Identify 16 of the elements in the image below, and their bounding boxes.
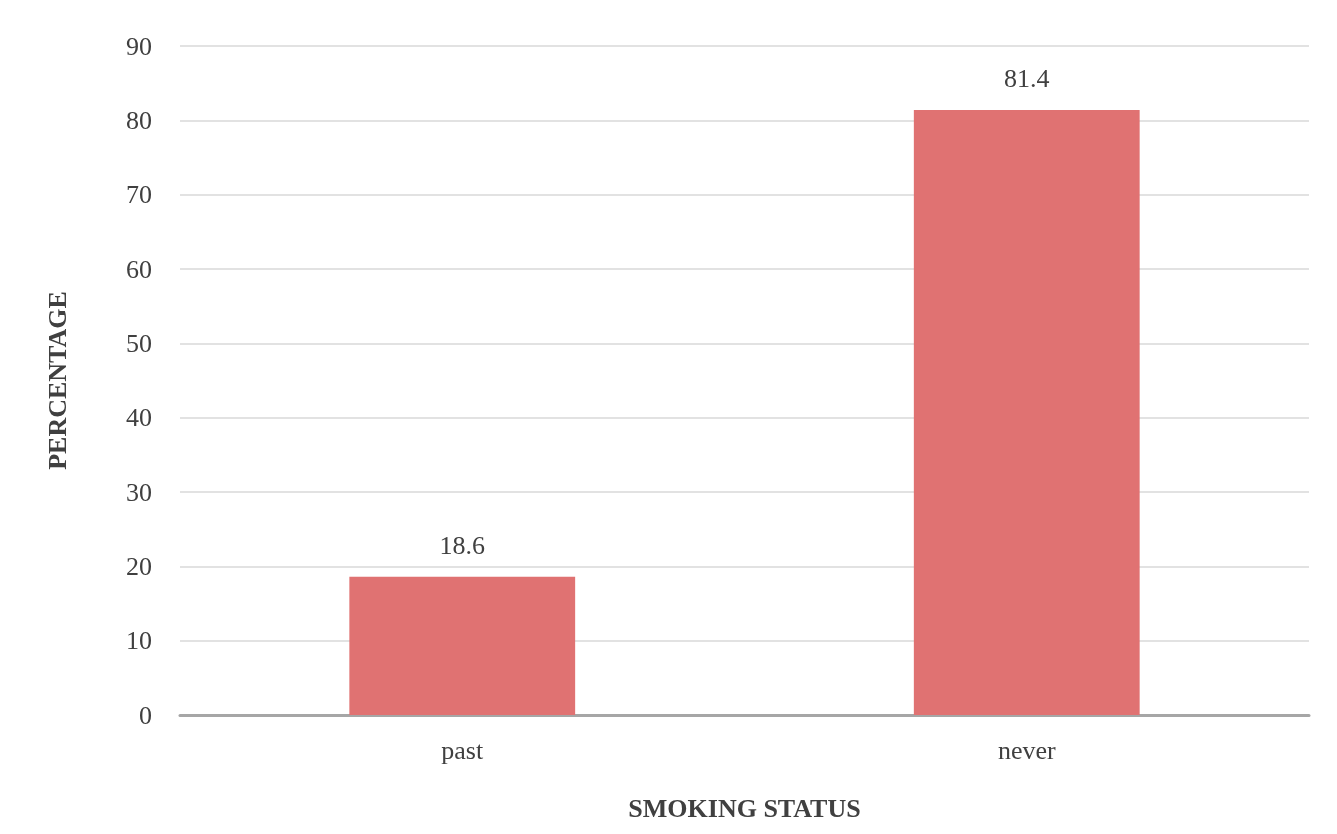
x-tick-label: never bbox=[997, 735, 1056, 765]
y-tick-label: 30 bbox=[126, 477, 152, 507]
y-tick-label: 90 bbox=[126, 31, 152, 61]
x-tick-label: past bbox=[441, 735, 484, 765]
y-tick-label: 0 bbox=[139, 700, 152, 730]
y-tick-label: 10 bbox=[126, 626, 152, 656]
data-label: 18.6 bbox=[439, 531, 485, 561]
y-tick-label: 80 bbox=[126, 105, 152, 135]
y-tick-label: 20 bbox=[126, 551, 152, 581]
y-axis-title: PERCENTAGE bbox=[42, 291, 72, 470]
data-label: 81.4 bbox=[1004, 64, 1050, 94]
y-tick-label: 70 bbox=[126, 180, 152, 210]
y-tick-label: 60 bbox=[126, 254, 152, 284]
y-tick-label: 40 bbox=[126, 403, 152, 433]
x-axis-title: SMOKING STATUS bbox=[628, 793, 861, 823]
y-tick-label: 50 bbox=[126, 328, 152, 358]
